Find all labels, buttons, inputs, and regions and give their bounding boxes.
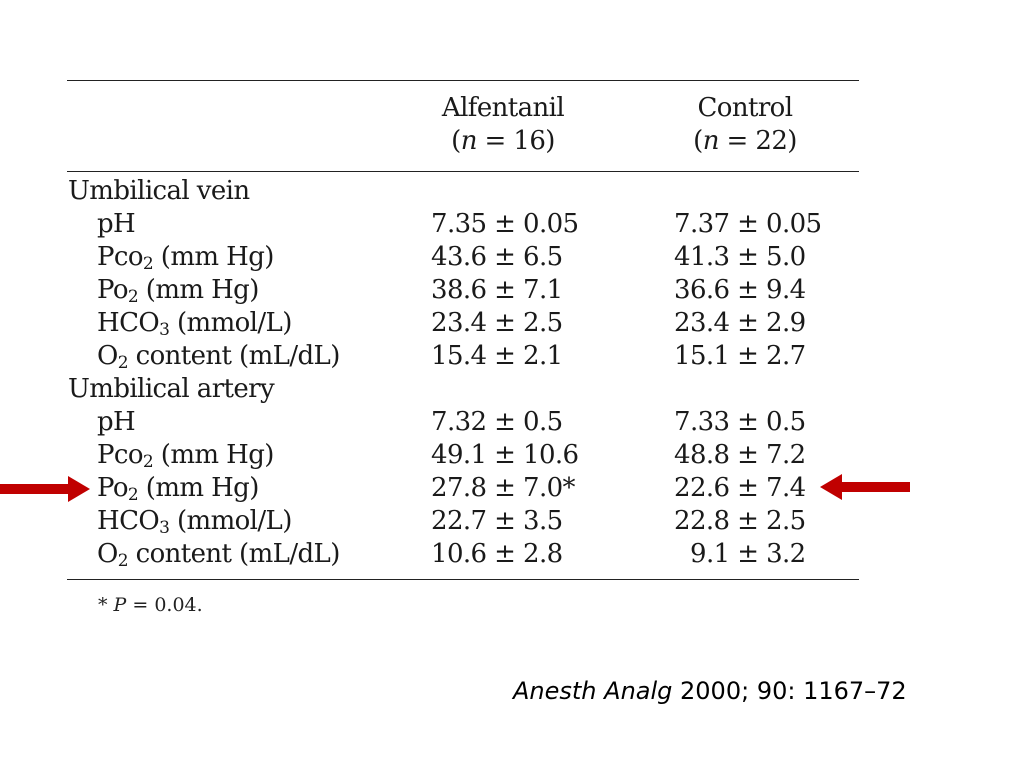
cell-control: 7.33 ± 0.5 [674,407,806,437]
cell-control: 7.37 ± 0.05 [674,209,822,239]
cell-control: 22.6 ± 7.4 [674,473,806,503]
citation: Anesth Analg 2000; 90: 1167–72 [513,676,907,706]
table-bottom-rule [67,579,859,580]
row-label: pH [97,407,136,437]
header-control: Control [697,93,794,123]
cell-alfentanil: 7.35 ± 0.05 [431,209,579,239]
cell-alfentanil: 22.7 ± 3.5 [431,506,563,536]
row-label: HCO3 (mmol/L) [97,308,292,340]
group-label: Umbilical vein [68,176,250,206]
cell-control: 36.6 ± 9.4 [674,275,806,305]
row-label: HCO3 (mmol/L) [97,506,292,538]
cell-alfentanil: 23.4 ± 2.5 [431,308,563,338]
cell-alfentanil: 49.1 ± 10.6 [431,440,579,470]
cell-alfentanil: 10.6 ± 2.8 [431,539,563,569]
cell-alfentanil: 27.8 ± 7.0* [431,473,576,503]
cell-alfentanil: 15.4 ± 2.1 [431,341,563,371]
cell-control: 9.1 ± 3.2 [690,539,806,569]
right-arrow-icon [0,476,90,502]
cell-alfentanil: 7.32 ± 0.5 [431,407,563,437]
row-label: Po2 (mm Hg) [97,473,259,505]
cell-control: 48.8 ± 7.2 [674,440,806,470]
group-label: Umbilical artery [68,374,275,404]
table-footnote: * P = 0.04. [98,594,203,616]
cell-alfentanil: 43.6 ± 6.5 [431,242,563,272]
cell-control: 23.4 ± 2.9 [674,308,806,338]
cell-alfentanil: 38.6 ± 7.1 [431,275,563,305]
citation-journal: Anesth Analg [513,677,673,705]
cell-control: 22.8 ± 2.5 [674,506,806,536]
left-arrow-icon [820,474,910,500]
table-header-rule [67,171,859,172]
row-label: O2 content (mL/dL) [97,539,340,571]
row-label: Po2 (mm Hg) [97,275,259,307]
header-alfentanil: Alfentanil [441,93,565,123]
table-top-rule [67,80,859,81]
row-label: Pco2 (mm Hg) [97,242,274,274]
header-control-n: (n = 22) [693,126,797,156]
row-label: pH [97,209,136,239]
row-label: O2 content (mL/dL) [97,341,340,373]
row-label: Pco2 (mm Hg) [97,440,274,472]
cell-control: 15.1 ± 2.7 [674,341,806,371]
header-alfentanil-n: (n = 16) [451,126,555,156]
cell-control: 41.3 ± 5.0 [674,242,806,272]
citation-details: 2000; 90: 1167–72 [672,677,907,705]
